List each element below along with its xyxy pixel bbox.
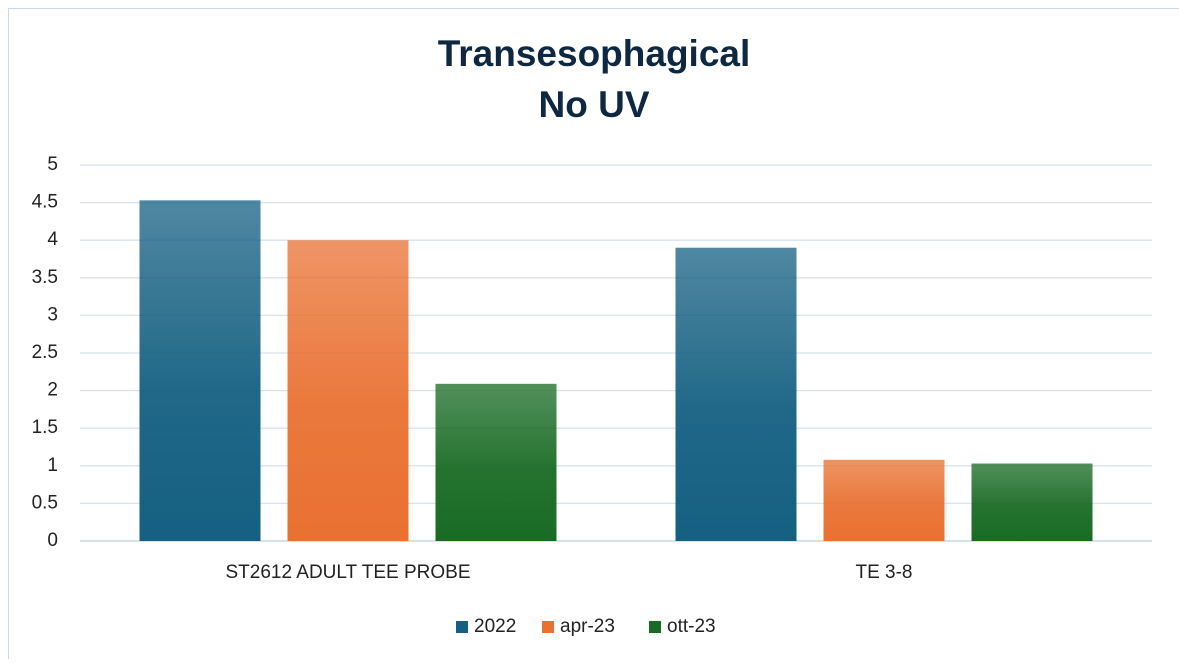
y-tick-label: 0.5: [32, 492, 58, 513]
y-tick-label: 2.5: [32, 342, 58, 363]
y-tick-label: 4: [47, 229, 58, 250]
bar: [972, 464, 1093, 541]
legend-label: apr-23: [560, 616, 615, 637]
y-tick-label: 2: [47, 380, 58, 401]
legend-label: 2022: [474, 616, 516, 637]
y-tick-label: 0: [47, 530, 58, 551]
bar: [436, 384, 557, 541]
x-tick-label: TE 3-8: [855, 562, 912, 583]
chart-title: Transesophagical: [438, 33, 751, 74]
legend-label: ott-23: [667, 616, 716, 637]
legend-swatch: [456, 621, 468, 633]
y-tick-label: 3.5: [32, 267, 58, 288]
x-tick-label: ST2612 ADULT TEE PROBE: [226, 562, 471, 583]
y-tick-label: 3: [47, 304, 58, 325]
chart-title: No UV: [539, 84, 650, 125]
y-tick-label: 1: [47, 455, 58, 476]
y-tick-label: 5: [47, 154, 58, 175]
legend-swatch: [649, 621, 661, 633]
bar: [140, 200, 261, 541]
legend-swatch: [542, 621, 554, 633]
bar: [824, 460, 945, 541]
y-tick-label: 1.5: [32, 417, 58, 438]
bar: [676, 248, 797, 541]
bar: [288, 240, 409, 541]
y-tick-label: 4.5: [32, 192, 58, 213]
